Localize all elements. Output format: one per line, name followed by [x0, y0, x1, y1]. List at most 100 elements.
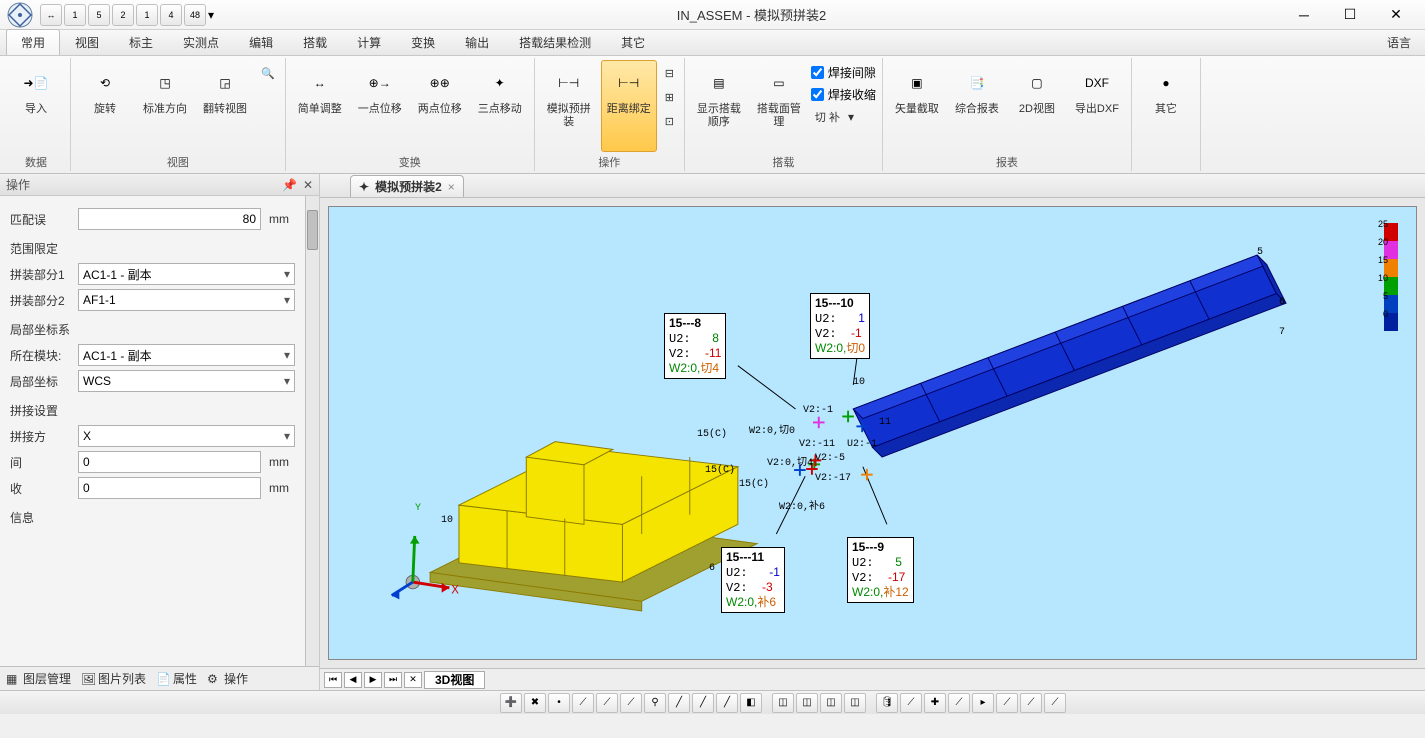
panel-scrollbar[interactable] [305, 196, 319, 666]
status-btn-0-5[interactable]: ⟋ [620, 693, 642, 713]
status-btn-0-3[interactable]: ⟋ [572, 693, 594, 713]
menu-tab-7[interactable]: 变换 [396, 29, 450, 55]
document-tab[interactable]: ✦ 模拟预拼装2 × [350, 175, 464, 197]
canvas-3d[interactable]: X 2520151050 15---8 U2: 8 V2: -11 W2:0,切… [328, 206, 1417, 660]
2d-view-button[interactable]: ▢2D视图 [1009, 60, 1065, 152]
import-button[interactable]: ➜📄导入 [8, 60, 64, 152]
two-pt-button[interactable]: ⊕⊕两点位移 [412, 60, 468, 152]
minimize-button[interactable]: ─ [1281, 1, 1327, 29]
view-extra-button[interactable]: 🔍 [257, 62, 279, 84]
match-err-input[interactable] [78, 208, 261, 230]
qat-button-1[interactable]: 1 [64, 4, 86, 26]
part1-combo[interactable]: AC1-1 - 副本 [78, 263, 295, 285]
menu-tab-2[interactable]: 标主 [114, 29, 168, 55]
status-btn-2-7[interactable]: ⟋ [1044, 693, 1066, 713]
menu-tab-0[interactable]: 常用 [6, 29, 60, 55]
three-pt-button[interactable]: ✦三点移动 [472, 60, 528, 152]
qat-button-3[interactable]: 2 [112, 4, 134, 26]
gap-input[interactable] [78, 451, 261, 473]
op-side-1[interactable]: ⊞ [661, 86, 678, 108]
op-side-2[interactable]: ⊡ [661, 110, 678, 132]
qat-button-4[interactable]: 1 [136, 4, 158, 26]
splice-dir-combo[interactable]: X [78, 425, 295, 447]
weld-gap-checkbox[interactable]: 焊接间隙 [811, 62, 876, 82]
status-btn-0-4[interactable]: ⟋ [596, 693, 618, 713]
close-button[interactable]: ✕ [1373, 1, 1419, 29]
one-pt-button[interactable]: ⊕→一点位移 [352, 60, 408, 152]
viewport-3d[interactable]: X 2520151050 15---8 U2: 8 V2: -11 W2:0,切… [320, 198, 1425, 668]
std-dir-button[interactable]: ◳标准方向 [137, 60, 193, 152]
module-combo[interactable]: AC1-1 - 副本 [78, 344, 295, 366]
menu-tab-9[interactable]: 搭载结果检测 [504, 29, 606, 55]
dxf-button[interactable]: DXF导出DXF [1069, 60, 1125, 152]
show-order-button[interactable]: ▤显示搭载顺序 [691, 60, 747, 152]
status-btn-1-0[interactable]: ◫ [772, 693, 794, 713]
face-mgr-icon: ▭ [763, 67, 795, 99]
maximize-button[interactable]: ☐ [1327, 1, 1373, 29]
other-button[interactable]: ●其它 [1138, 60, 1194, 152]
dist-bind-button[interactable]: ⊢⊣距离绑定 [601, 60, 657, 152]
menu-tab-4[interactable]: 编辑 [234, 29, 288, 55]
status-btn-1-3[interactable]: ◫ [844, 693, 866, 713]
status-btn-0-2[interactable]: • [548, 693, 570, 713]
document-area: ✦ 模拟预拼装2 × [320, 174, 1425, 690]
weld-shrink-checkbox[interactable]: 焊接收缩 [811, 84, 876, 104]
simple-adj-button[interactable]: ↔简单调整 [292, 60, 348, 152]
status-btn-0-9[interactable]: ╱ [716, 693, 738, 713]
flip-button[interactable]: ◲翻转视图 [197, 60, 253, 152]
status-btn-0-1[interactable]: ✖ [524, 693, 546, 713]
legend-label-2: 15 [1378, 255, 1388, 265]
ribbon-group-label-1: 视图 [77, 152, 279, 170]
rotate-button[interactable]: ⟲旋转 [77, 60, 133, 152]
menu-tab-1[interactable]: 视图 [60, 29, 114, 55]
language-menu[interactable]: 语言 [1373, 30, 1425, 55]
qat-dropdown[interactable]: ▾ [208, 8, 222, 22]
panel-close-icon[interactable]: ✕ [303, 178, 313, 192]
menu-tab-3[interactable]: 实测点 [168, 29, 234, 55]
status-btn-0-0[interactable]: ➕ [500, 693, 522, 713]
shrink-input[interactable] [78, 477, 261, 499]
op-side-0[interactable]: ⊟ [661, 62, 678, 84]
menu-tab-5[interactable]: 搭载 [288, 29, 342, 55]
status-btn-0-8[interactable]: ╱ [692, 693, 714, 713]
qat-button-0[interactable]: ↔ [40, 4, 62, 26]
qat-button-2[interactable]: 5 [88, 4, 110, 26]
view-nav-bar: ⏮ ◀ ▶ ⏭ ✕ 3D视图 [320, 668, 1425, 690]
status-btn-0-6[interactable]: ⚲ [644, 693, 666, 713]
qat-button-6[interactable]: 48 [184, 4, 206, 26]
nav-prev[interactable]: ◀ [344, 672, 362, 688]
status-btn-2-3[interactable]: ⟋ [948, 693, 970, 713]
cut-fill-dropdown[interactable]: 切 补 ▾ [811, 106, 876, 128]
status-btn-0-10[interactable]: ◧ [740, 693, 762, 713]
status-btn-2-4[interactable]: ▸ [972, 693, 994, 713]
report-button[interactable]: 📑综合报表 [949, 60, 1005, 152]
nav-close[interactable]: ✕ [404, 672, 422, 688]
status-btn-2-0[interactable]: 🛢 [876, 693, 898, 713]
vec-cut-button[interactable]: ▣矢量截取 [889, 60, 945, 152]
menu-tab-8[interactable]: 输出 [450, 29, 504, 55]
nav-last[interactable]: ⏭ [384, 672, 402, 688]
status-btn-2-2[interactable]: ✚ [924, 693, 946, 713]
lcs-combo[interactable]: WCS [78, 370, 295, 392]
pin-icon[interactable]: 📌 [282, 178, 297, 192]
nav-first[interactable]: ⏮ [324, 672, 342, 688]
sim-pre-button[interactable]: ⊢⊣模拟预拼装 [541, 60, 597, 152]
status-btn-0-7[interactable]: ╱ [668, 693, 690, 713]
nav-next[interactable]: ▶ [364, 672, 382, 688]
footer-tab-3[interactable]: ⚙操作 [207, 670, 248, 687]
status-btn-2-6[interactable]: ⟋ [1020, 693, 1042, 713]
status-btn-2-5[interactable]: ⟋ [996, 693, 1018, 713]
status-btn-2-1[interactable]: ⟋ [900, 693, 922, 713]
footer-tab-0[interactable]: ▦图层管理 [6, 670, 71, 687]
footer-tab-1[interactable]: 🖼图片列表 [81, 670, 146, 687]
status-btn-1-1[interactable]: ◫ [796, 693, 818, 713]
face-mgr-button[interactable]: ▭搭载面管理 [751, 60, 807, 152]
status-btn-1-2[interactable]: ◫ [820, 693, 842, 713]
menu-tab-10[interactable]: 其它 [606, 29, 660, 55]
view-tab-3d[interactable]: 3D视图 [424, 671, 485, 689]
footer-tab-2[interactable]: 📄属性 [156, 670, 197, 687]
part2-combo[interactable]: AF1-1 [78, 289, 295, 311]
qat-button-5[interactable]: 4 [160, 4, 182, 26]
tab-close-icon[interactable]: × [448, 180, 455, 194]
menu-tab-6[interactable]: 计算 [342, 29, 396, 55]
